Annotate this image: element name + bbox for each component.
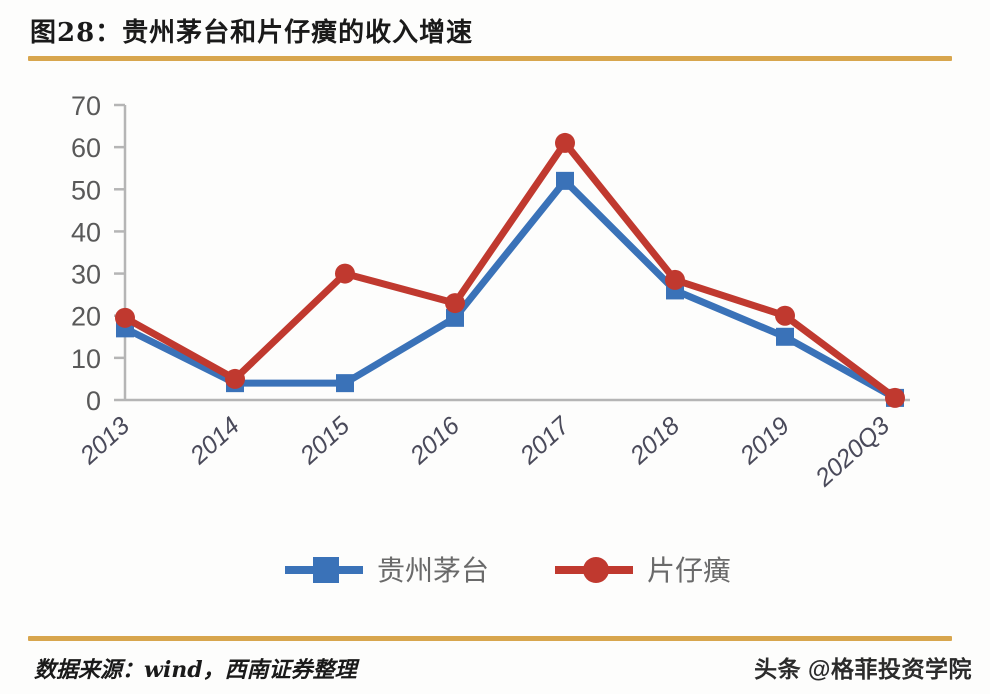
legend-label-1: 贵州茅台 [377, 554, 489, 587]
data-point-marker [446, 308, 464, 327]
legend-marker-1 [313, 557, 339, 583]
divider-top [28, 56, 952, 61]
y-axis-tick-label: 20 [71, 302, 101, 332]
x-axis-tick-label: 2014 [184, 412, 245, 471]
watermark: 头条 @格菲投资学院 [754, 656, 972, 682]
series-line-2 [121, 139, 899, 402]
data-point-marker [445, 293, 465, 314]
data-point-marker [225, 368, 245, 389]
legend-marker-2 [583, 557, 609, 583]
data-point-marker [775, 305, 795, 326]
x-axis-tick-label: 2019 [734, 412, 795, 471]
y-axis-tick-label: 30 [71, 260, 101, 290]
page-title: 图28：贵州茅台和片仔癀的收入增速 [30, 18, 474, 48]
y-axis-tick-label: 0 [86, 386, 101, 416]
data-point-marker [776, 327, 794, 346]
data-point-marker [336, 374, 354, 393]
data-point-marker [556, 171, 574, 190]
data-point-marker [115, 307, 135, 328]
source-note: 数据来源：wind，西南证券整理 [34, 657, 357, 683]
y-axis-tick-label: 60 [71, 133, 101, 163]
x-axis-tick-label: 2013 [74, 412, 135, 471]
legend-label-2: 片仔癀 [647, 554, 731, 587]
chart-container: 0 10 20 30 40 50 60 70 2013 2014 2015 2016 2017 2018 2… [0, 70, 990, 630]
x-axis-tick-label: 2017 [514, 411, 576, 470]
y-axis-tick-label: 40 [71, 217, 101, 247]
x-axis-tick-label: 2018 [624, 412, 685, 471]
data-point-marker [555, 132, 575, 153]
x-axis-tick-label: 2016 [404, 412, 465, 471]
data-point-marker [335, 263, 355, 284]
y-axis-tick-label: 70 [71, 91, 101, 121]
line-chart: 0 10 20 30 40 50 60 70 2013 2014 2015 2016 2017 2018 2… [71, 91, 910, 587]
x-axis-tick-label: 2015 [294, 412, 355, 471]
data-point-marker [885, 387, 905, 408]
x-axis-tick-label: 2020Q3 [809, 412, 895, 493]
data-point-marker [665, 269, 685, 290]
divider-bottom [28, 636, 952, 641]
y-axis-tick-label: 10 [71, 344, 101, 374]
y-axis-tick-label: 50 [71, 175, 101, 205]
series-line-1 [121, 177, 899, 402]
